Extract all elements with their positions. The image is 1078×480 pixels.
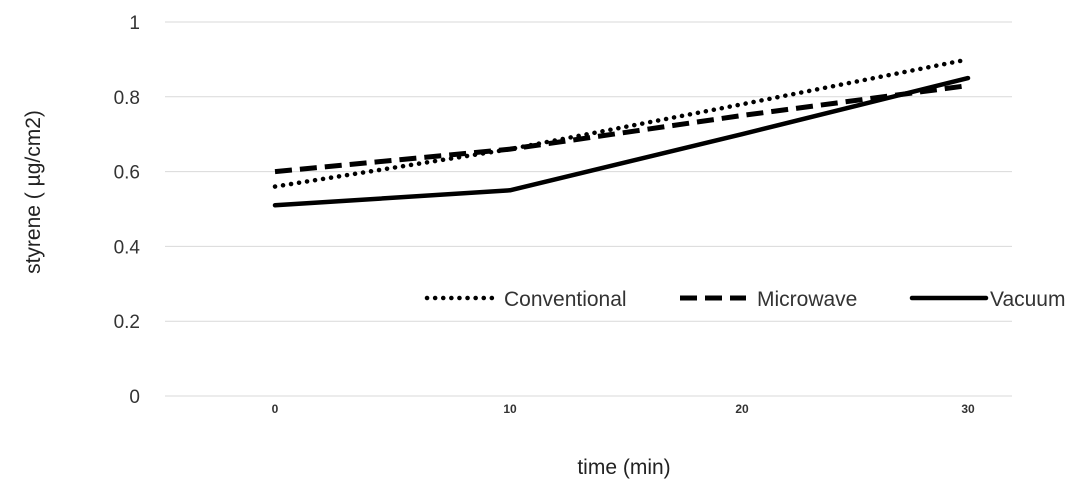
- y-tick-labels: 0 0.2 0.4 0.6 0.8 1: [114, 13, 141, 408]
- x-tick-label: 20: [735, 402, 749, 416]
- x-tick-label: 10: [503, 402, 517, 416]
- x-tick-label: 0: [272, 402, 279, 416]
- series-line-conventional: [272, 57, 971, 189]
- legend-label-vacuum: Vacuum: [990, 288, 1065, 311]
- y-tick-label: 1: [129, 13, 140, 34]
- y-tick-label: 0.4: [114, 237, 141, 258]
- y-tick-label: 0.2: [114, 312, 140, 333]
- legend-label-microwave: Microwave: [757, 288, 857, 311]
- series-lines: [272, 57, 971, 208]
- legend-label-conventional: Conventional: [504, 288, 627, 311]
- y-tick-label: 0.8: [114, 88, 140, 109]
- legend: Conventional Microwave Vacuum: [424, 288, 1065, 311]
- x-axis-title: time (min): [577, 456, 670, 479]
- x-tick-labels: 0 10 20 30: [272, 402, 975, 416]
- series-line-microwave: [274, 83, 969, 175]
- y-tick-label: 0: [129, 387, 140, 408]
- y-axis-title: styrene ( µg/cm2): [22, 110, 45, 274]
- series-line-vacuum: [272, 75, 971, 208]
- gridlines: [165, 21, 1012, 397]
- y-tick-label: 0.6: [114, 163, 140, 184]
- x-tick-label: 30: [961, 402, 975, 416]
